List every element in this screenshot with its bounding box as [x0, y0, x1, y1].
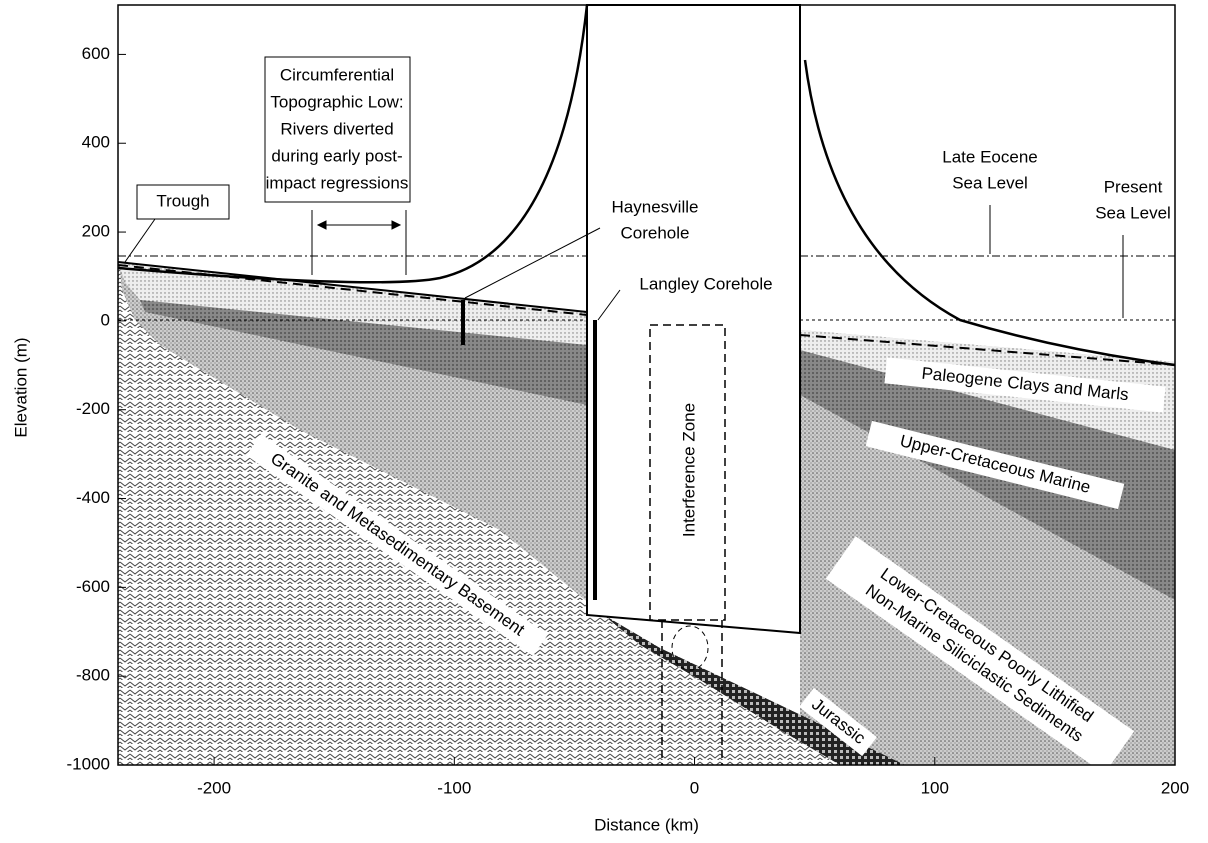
- y-tick-label: -200: [76, 399, 110, 418]
- late-eocene-label: Late Eocene: [942, 147, 1037, 166]
- y-tick-label: 400: [82, 133, 110, 152]
- late-eocene-label: Sea Level: [952, 173, 1028, 192]
- topographic-low-label: Rivers diverted: [280, 119, 393, 138]
- cross-section: Trough Circumferential Topographic Low: Ri…: [0, 0, 1208, 843]
- x-tick-label: -200: [197, 778, 231, 797]
- present-sea-level-label: Present: [1104, 177, 1163, 196]
- y-tick-label: 200: [82, 222, 110, 241]
- topographic-low-label: impact regressions: [266, 173, 409, 192]
- arrow: [465, 228, 600, 298]
- x-tick-label: 100: [921, 778, 949, 797]
- x-axis-title: Distance (km): [594, 815, 699, 834]
- topographic-low-label: Circumferential: [280, 65, 394, 84]
- interference-label: Interference Zone: [679, 403, 698, 537]
- haynesville-label: Corehole: [621, 223, 690, 242]
- y-tick-label: 600: [82, 44, 110, 63]
- y-tick-label: -1000: [67, 754, 110, 773]
- x-tick-label: 200: [1161, 778, 1189, 797]
- y-tick-label: 0: [101, 310, 110, 329]
- x-tick-label: 0: [690, 778, 699, 797]
- topographic-low-label: during early post-: [271, 146, 402, 165]
- y-tick-label: -600: [76, 577, 110, 596]
- range-marker: [312, 210, 406, 275]
- topographic-low-label: Topographic Low:: [270, 92, 403, 111]
- y-tick-label: -400: [76, 488, 110, 507]
- x-tick-label: -100: [437, 778, 471, 797]
- present-sea-level-label: Sea Level: [1095, 203, 1171, 222]
- trough-label: Trough: [156, 191, 209, 210]
- y-axis-title: Elevation (m): [11, 337, 30, 437]
- langley-label: Langley Corehole: [639, 274, 772, 293]
- haynesville-label: Haynesville: [612, 197, 699, 216]
- y-tick-label: -800: [76, 666, 110, 685]
